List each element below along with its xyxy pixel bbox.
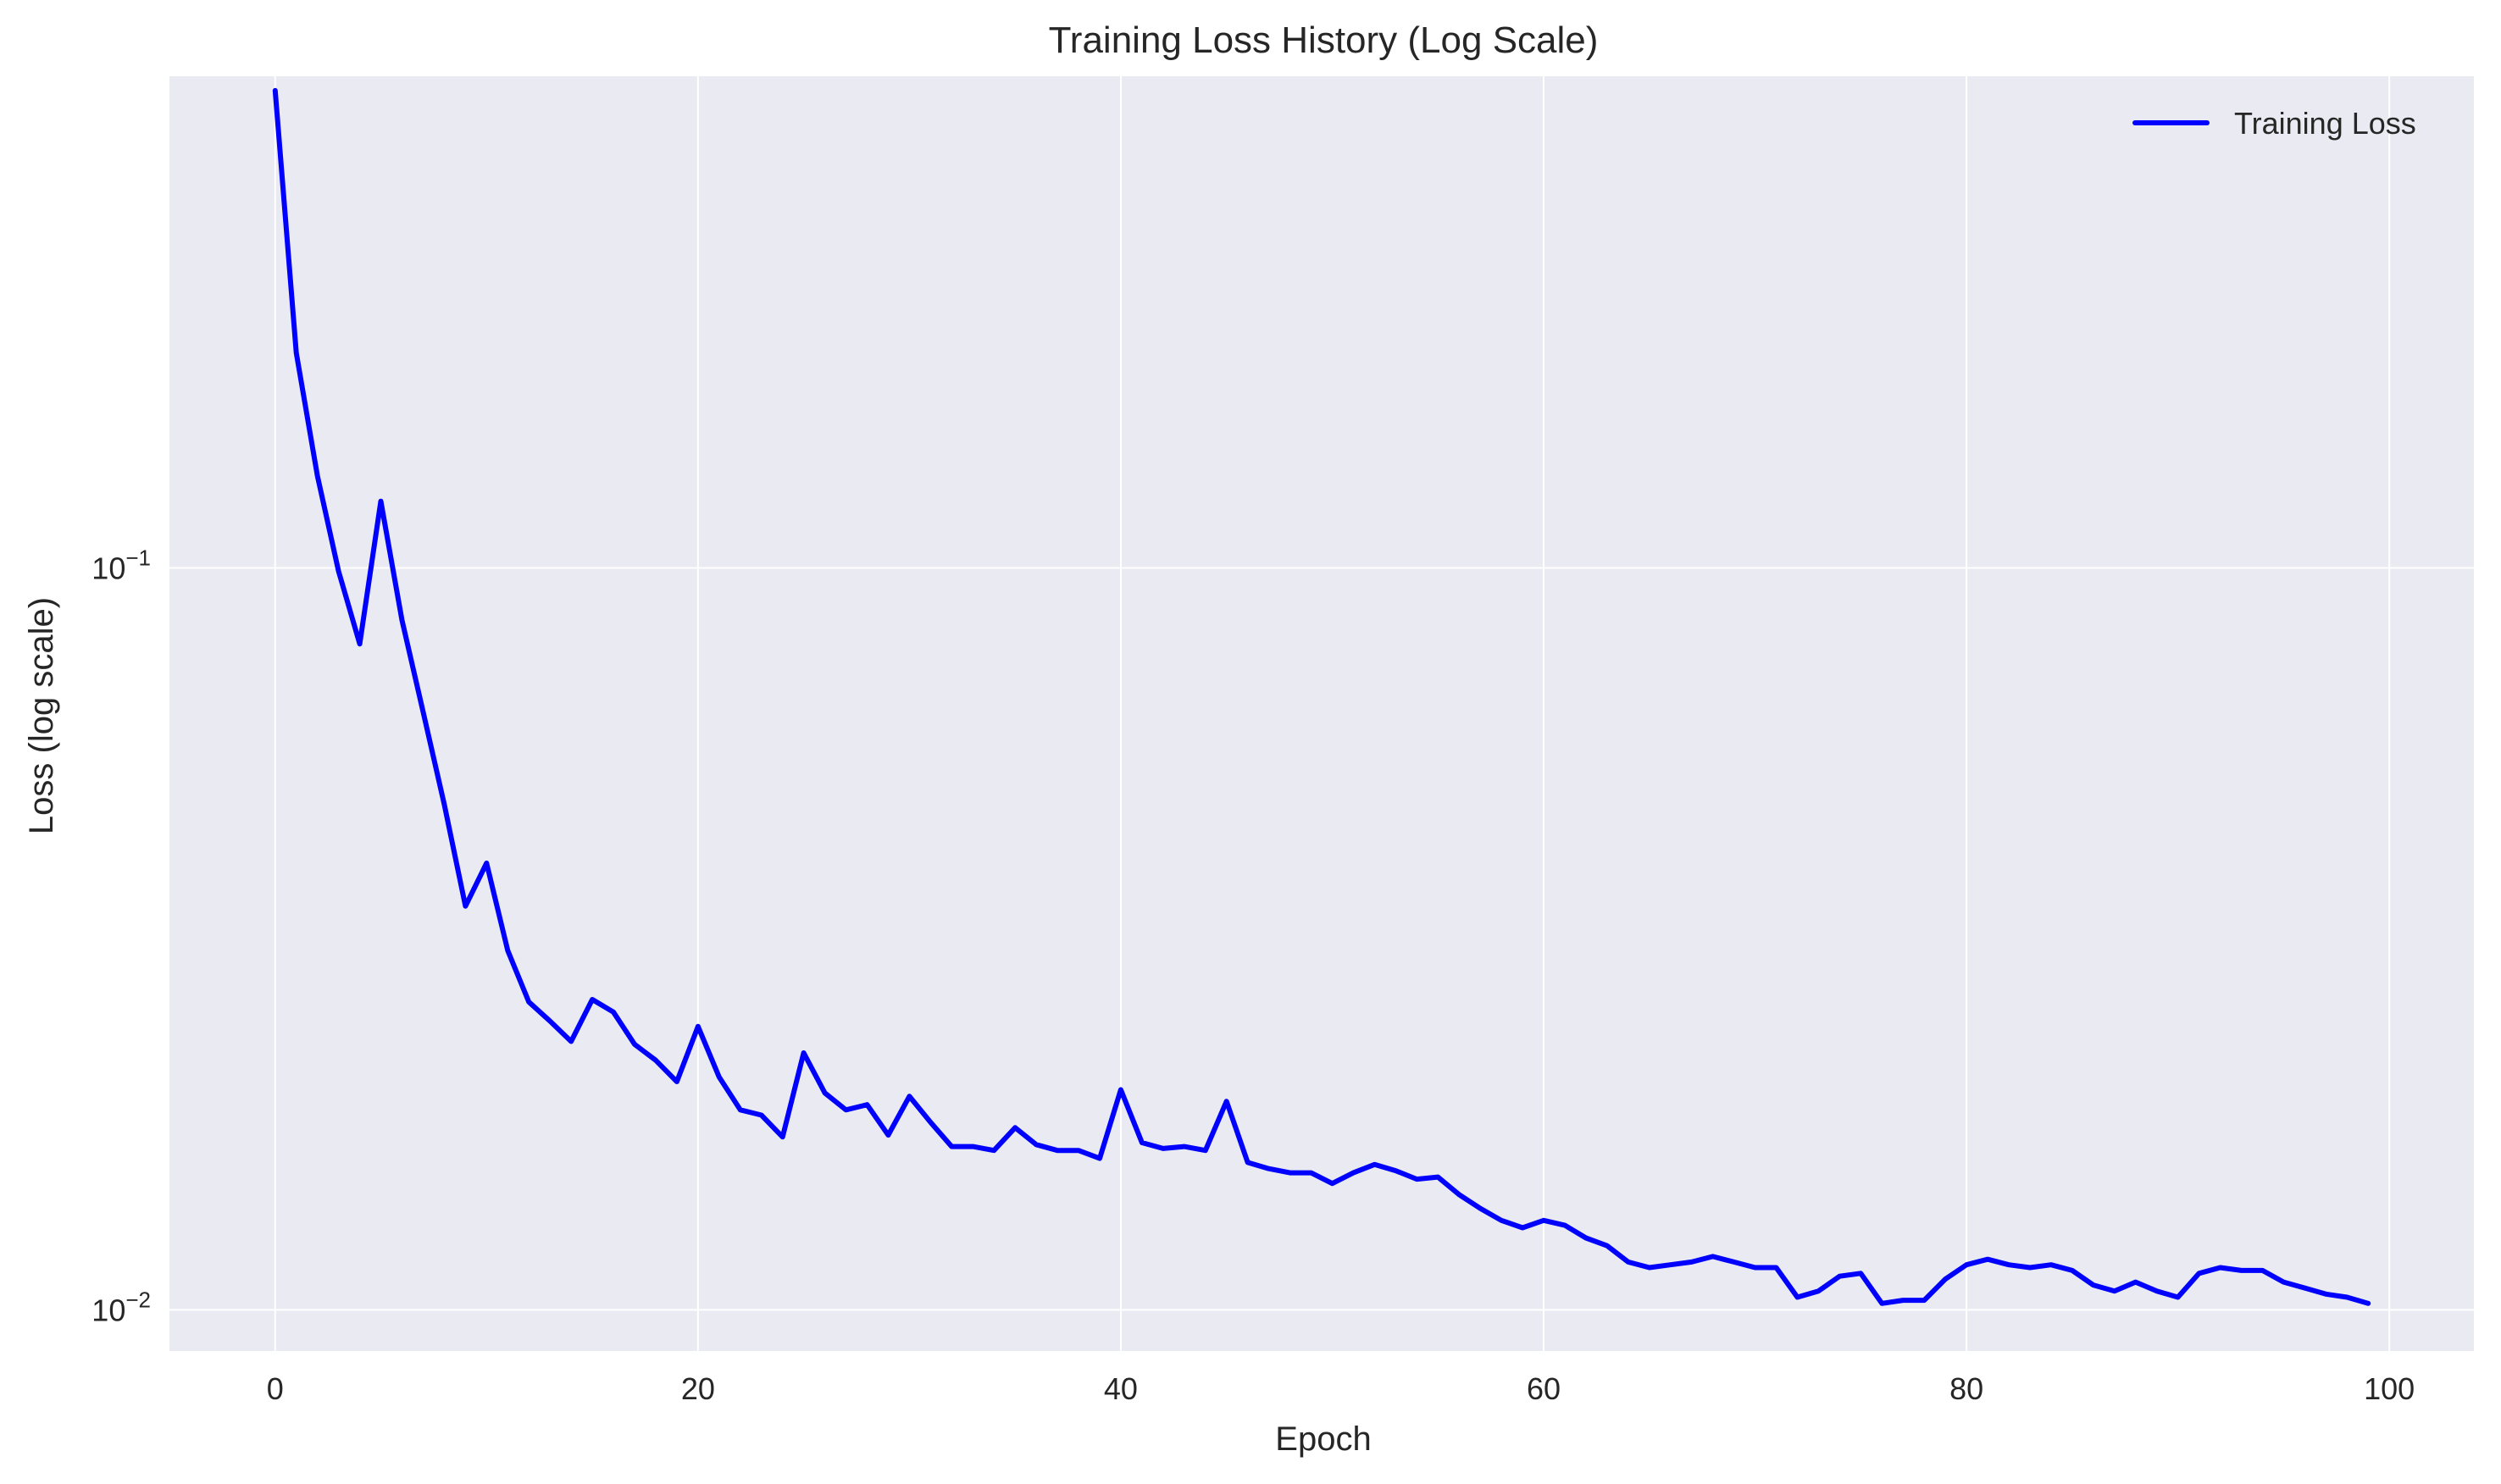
x-tick-label: 20 bbox=[681, 1371, 715, 1406]
legend-label-training-loss: Training Loss bbox=[2234, 106, 2416, 141]
y-tick-label: 10−2 bbox=[92, 1287, 151, 1327]
x-tick-label: 60 bbox=[1527, 1371, 1561, 1406]
grid-lines bbox=[169, 76, 2474, 1351]
x-tick-label: 40 bbox=[1104, 1371, 1138, 1406]
x-axis-ticks: 0 20 40 60 80 100 bbox=[267, 1371, 2415, 1406]
x-tick-label: 0 bbox=[267, 1371, 284, 1406]
x-tick-label: 80 bbox=[1949, 1371, 1983, 1406]
series-layer bbox=[272, 87, 2371, 1306]
y-axis-ticks: 10−1 10−2 bbox=[92, 545, 151, 1327]
x-axis-label: Epoch bbox=[1275, 1420, 1371, 1458]
legend: Training Loss bbox=[2132, 106, 2416, 141]
series-line-0 bbox=[272, 87, 2371, 1306]
chart-title: Training Loss History (Log Scale) bbox=[1049, 19, 1599, 61]
plot-area bbox=[169, 76, 2474, 1351]
x-tick-label: 100 bbox=[2364, 1371, 2415, 1406]
y-tick-label: 10−1 bbox=[92, 545, 151, 585]
y-axis-label: Loss (log scale) bbox=[23, 597, 60, 834]
